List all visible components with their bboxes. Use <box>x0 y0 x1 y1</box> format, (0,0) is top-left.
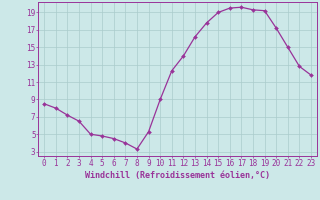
X-axis label: Windchill (Refroidissement éolien,°C): Windchill (Refroidissement éolien,°C) <box>85 171 270 180</box>
